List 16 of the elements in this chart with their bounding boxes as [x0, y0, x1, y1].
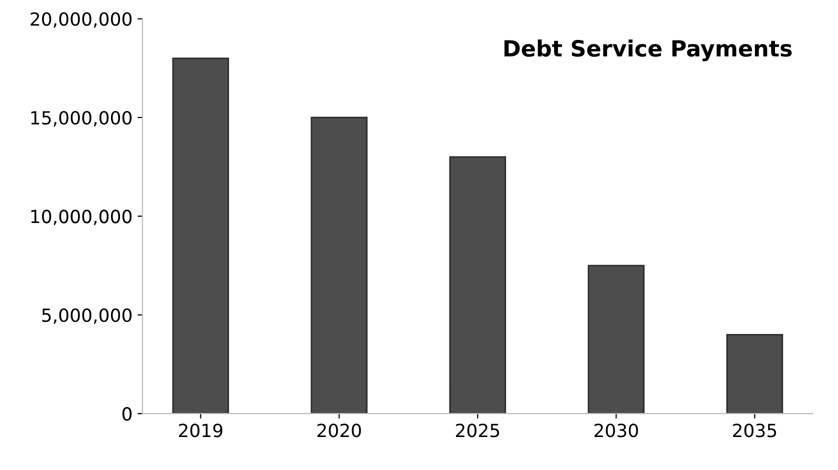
y-tick-label: 5,000,000	[42, 308, 132, 324]
bar	[449, 156, 506, 414]
text: Debt Service Payments	[504, 40, 792, 62]
y-tick-label: 0	[122, 407, 132, 421]
bar	[310, 116, 368, 414]
x-tick-label: 2030	[594, 424, 638, 438]
x-tick-label: 2025	[456, 424, 500, 438]
x-tick-label: 2019	[178, 424, 222, 438]
y-tick-label: 15,000,000	[31, 110, 132, 126]
x-tick-label: 2035	[733, 424, 776, 438]
bar	[172, 58, 230, 414]
bar	[726, 334, 784, 414]
y-tick-label: 20,000,000	[30, 12, 132, 28]
y-tick-label: 10,000,000	[31, 210, 132, 226]
x-tick-label: 2020	[317, 424, 361, 438]
bar	[588, 264, 645, 414]
